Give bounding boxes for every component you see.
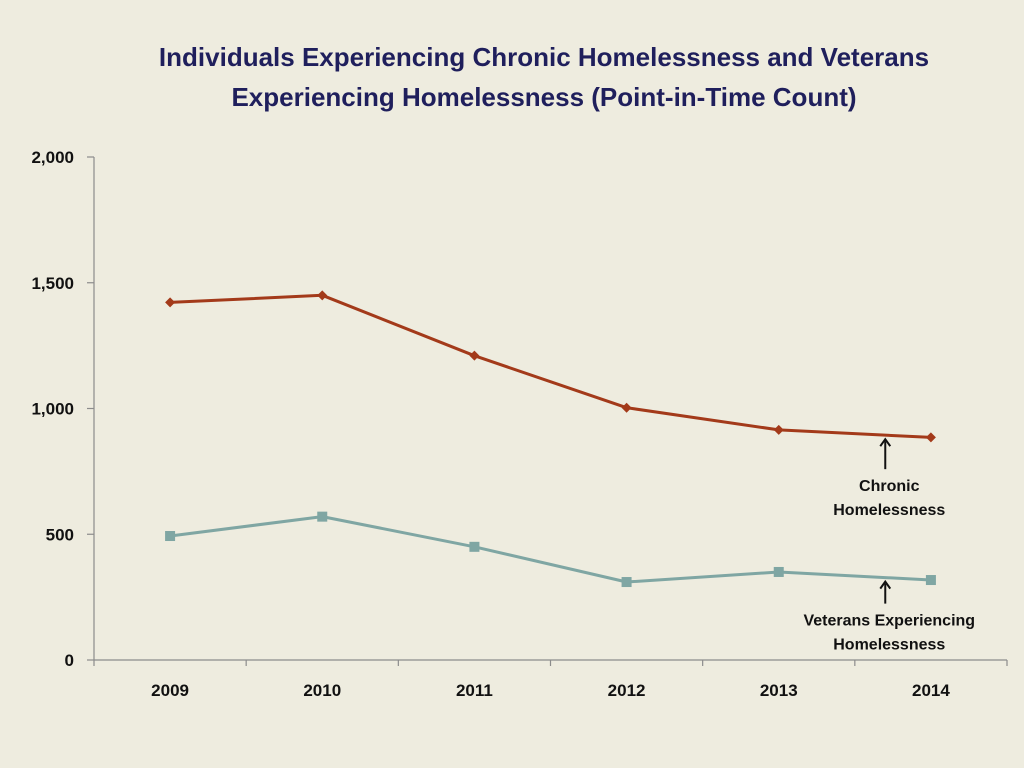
data-point-chronic-homelessness <box>925 432 936 443</box>
data-point-veterans-experiencing-homelessness <box>469 541 480 552</box>
chart-title: Individuals Experiencing Chronic Homeles… <box>159 42 929 112</box>
series-chronic-homelessness <box>165 290 936 443</box>
x-axis-ticks: 2009 2010 2011 2012 2013 2014 <box>93 660 1008 700</box>
data-point-veterans-experiencing-homelessness <box>621 577 632 588</box>
data-point-veterans-experiencing-homelessness <box>165 531 176 542</box>
y-axis-ticks: 0 500 1,000 1,500 2,000 <box>31 148 94 670</box>
chart-title-line-2: Experiencing Homelessness (Point-in-Time… <box>231 82 856 112</box>
data-point-veterans-experiencing-homelessness <box>317 511 328 522</box>
y-tick-label: 2,000 <box>31 148 74 167</box>
y-tick-label: 0 <box>65 651 74 670</box>
data-point-chronic-homelessness <box>773 424 784 435</box>
annotation-label: Homelessness <box>833 502 945 519</box>
y-tick-label: 1,500 <box>31 274 74 293</box>
x-tick-label: 2013 <box>760 681 798 700</box>
series-line-veterans-experiencing-homelessness <box>169 515 931 584</box>
series-veterans-experiencing-homelessness <box>165 511 936 588</box>
annotation-arrowhead-icon <box>879 579 892 590</box>
annotation-label: Veterans Experiencing <box>803 613 975 630</box>
chart-series <box>165 290 936 588</box>
x-tick-label: 2014 <box>912 681 950 700</box>
x-tick-label: 2009 <box>151 681 189 700</box>
data-point-veterans-experiencing-homelessness <box>925 575 936 586</box>
data-point-chronic-homelessness <box>317 290 328 301</box>
annotation-arrowhead-icon <box>879 437 892 447</box>
y-tick-label: 1,000 <box>31 400 74 419</box>
chart-axes <box>93 157 1007 661</box>
annotation-chronic-homelessness: Chronic Homelessness <box>833 437 945 519</box>
y-tick-label: 500 <box>46 525 74 544</box>
annotation-label: Homelessness <box>833 637 945 654</box>
x-tick-label: 2012 <box>608 681 646 700</box>
x-tick-label: 2010 <box>303 681 341 700</box>
annotation-veterans-experiencing-homelessness: Veterans Experiencing Homelessness <box>803 579 975 654</box>
data-point-chronic-homelessness <box>621 402 632 413</box>
chart-title-line-1: Individuals Experiencing Chronic Homeles… <box>159 42 929 72</box>
data-point-veterans-experiencing-homelessness <box>773 566 784 577</box>
series-line-chronic-homelessness <box>170 293 931 439</box>
data-point-chronic-homelessness <box>469 350 480 361</box>
x-tick-label: 2011 <box>456 681 493 700</box>
annotation-label: Chronic <box>859 478 920 495</box>
data-point-chronic-homelessness <box>165 297 176 308</box>
